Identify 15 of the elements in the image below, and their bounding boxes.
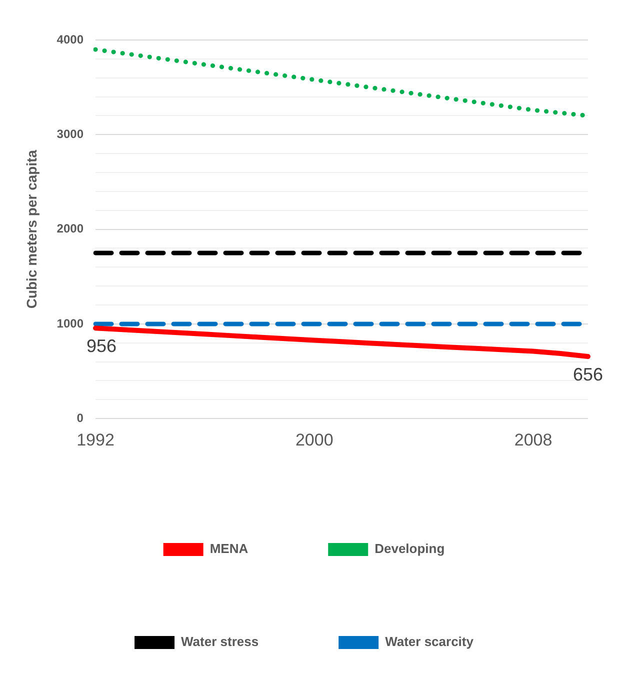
legend-label: Water scarcity [385, 634, 474, 650]
x-tick-label: 1992 [76, 430, 114, 450]
data-label: 956 [86, 336, 117, 356]
y-tick-label: 3000 [56, 126, 84, 141]
y-tick-label: 4000 [56, 32, 84, 46]
x-tick-label: 2008 [514, 430, 552, 450]
x-tick-label: 2000 [295, 430, 334, 450]
legend-label: Water stress [181, 634, 259, 650]
data-label: 656 [572, 364, 604, 384]
y-tick-label: 1000 [56, 316, 84, 330]
y-axis-title: Cubic meters per capita [23, 150, 40, 309]
y-tick-label: 0 [76, 410, 84, 425]
legend-label: Developing [374, 541, 445, 556]
y-tick-label: 2000 [56, 222, 84, 236]
legend-label: MENA [210, 541, 249, 556]
